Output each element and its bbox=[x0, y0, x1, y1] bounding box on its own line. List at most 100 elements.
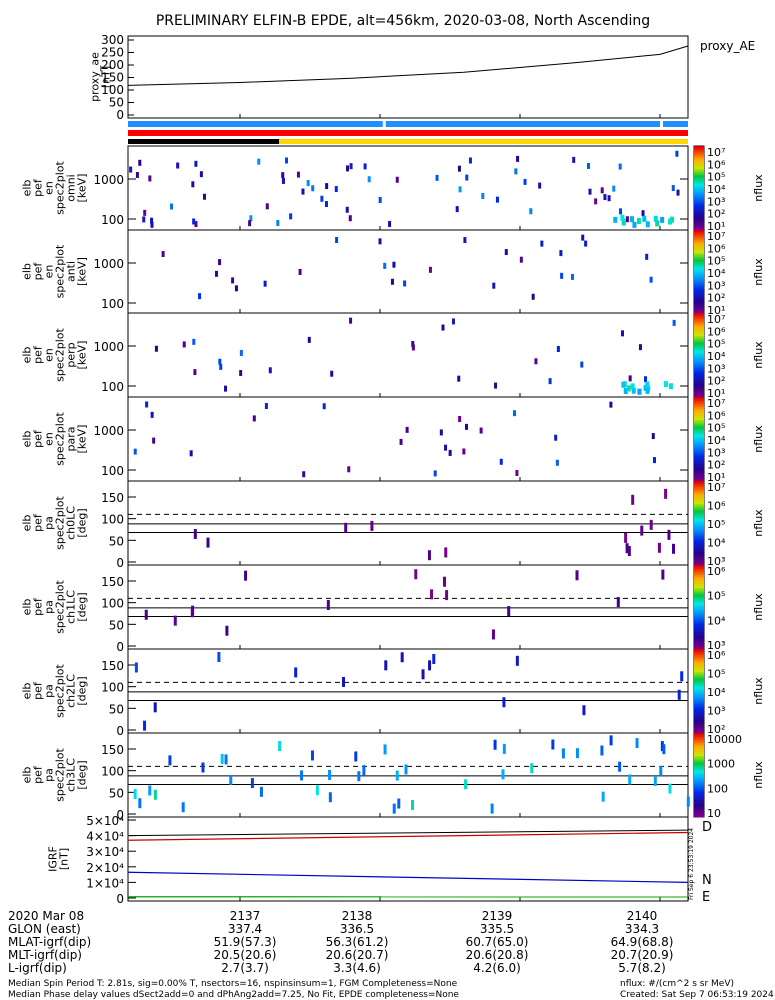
spectrogram-tick-label: 1000 bbox=[93, 173, 124, 187]
pitch-pixel bbox=[444, 547, 448, 558]
pitch-pixel bbox=[357, 771, 361, 782]
colorbar-segment bbox=[694, 472, 704, 476]
pitch-ylabel-line: pa bbox=[43, 768, 56, 782]
spectrogram-pixel bbox=[142, 216, 146, 223]
spectrogram-pixel bbox=[529, 208, 533, 215]
igrf-tick-label: 0 bbox=[116, 892, 124, 906]
spectrogram-pixel bbox=[548, 378, 552, 385]
pitch-pixel bbox=[686, 796, 690, 807]
colorbar-segment bbox=[694, 772, 704, 776]
axis-table-value: 60.7(65.0) bbox=[466, 935, 529, 949]
colorbar-segment bbox=[694, 672, 704, 675]
pitch-pixel bbox=[217, 652, 221, 663]
colorbar-segment bbox=[694, 709, 704, 713]
colorbar-segment bbox=[694, 707, 704, 711]
spectrogram-pixel bbox=[403, 280, 407, 287]
spectrogram-pixel bbox=[378, 238, 382, 245]
colorbar-segment bbox=[694, 516, 704, 520]
pitch-tick-label: 50 bbox=[109, 702, 124, 716]
pitch-pixel bbox=[370, 520, 374, 531]
pitch-pixel bbox=[224, 754, 228, 765]
colorbar-segment bbox=[694, 462, 704, 465]
axis-table-value: 51.9(57.3) bbox=[214, 935, 277, 949]
spectrogram-ylabel-line: pef bbox=[32, 429, 45, 448]
pitch-pixel bbox=[421, 669, 425, 680]
colorbar-segment bbox=[694, 596, 704, 600]
axis-table-label: 2020 Mar 08 bbox=[8, 909, 84, 923]
colorbar-segment bbox=[694, 323, 704, 327]
colorbar-segment bbox=[694, 493, 704, 497]
pitch-pixel bbox=[344, 522, 348, 533]
spectrogram-ylabel-line: spec2plot bbox=[54, 161, 67, 215]
colorbar-segment bbox=[694, 313, 704, 316]
colorbar-segment bbox=[694, 215, 704, 218]
colorbar-segment bbox=[694, 430, 704, 434]
colorbar-segment bbox=[694, 483, 704, 486]
axis-table-label: L-igrf(dip) bbox=[8, 961, 67, 975]
proxy-ae-tick-label: 200 bbox=[101, 58, 124, 72]
spectrogram-pixel bbox=[248, 220, 252, 227]
colorbar-tick-label: 10² bbox=[707, 292, 725, 305]
igrf-tick-label: 2×10⁴ bbox=[86, 861, 124, 875]
colorbar-segment bbox=[694, 363, 704, 366]
colorbar-tick-label: 10 bbox=[707, 807, 721, 820]
colorbar-segment bbox=[694, 598, 704, 602]
colorbar-segment bbox=[694, 621, 704, 625]
colorbar-segment bbox=[694, 682, 704, 686]
proxy-ae-legend: proxy_AE bbox=[700, 39, 755, 53]
spectrogram-pixel bbox=[306, 180, 310, 187]
colorbar-segment bbox=[694, 743, 704, 747]
spectrogram-pixel bbox=[663, 381, 668, 388]
spectrogram-pixel bbox=[458, 415, 462, 422]
pitch-ylabel-line: [deg] bbox=[76, 592, 89, 621]
pitch-pixel bbox=[445, 590, 449, 601]
spectrogram-tick-label: 1000 bbox=[93, 340, 124, 354]
colorbar-segment bbox=[694, 646, 704, 650]
colorbar-segment bbox=[694, 357, 704, 360]
spectrogram-tick-label: 100 bbox=[101, 380, 124, 394]
proxy-ae-ylabel-line: proxy_ae bbox=[89, 52, 102, 102]
spectrogram-ylabel-line: pef bbox=[32, 178, 45, 197]
colorbar-segment bbox=[694, 571, 704, 574]
axis-table-value: 2137 bbox=[230, 909, 261, 923]
spectrogram-pixel bbox=[645, 253, 649, 260]
colorbar-segment bbox=[694, 491, 704, 495]
colorbar-segment bbox=[694, 474, 704, 478]
spectrogram-pixel bbox=[301, 188, 305, 195]
colorbar-segment bbox=[694, 267, 704, 271]
pitch-pixel bbox=[173, 615, 177, 626]
colorbar-segment bbox=[694, 583, 704, 587]
spectrogram-pixel bbox=[289, 213, 293, 220]
colorbar-segment bbox=[694, 798, 704, 801]
spectrogram-pixel bbox=[150, 411, 154, 418]
colorbar-segment bbox=[694, 177, 704, 181]
colorbar-segment bbox=[694, 481, 704, 484]
colorbar-segment bbox=[694, 234, 704, 237]
colorbar-segment bbox=[694, 701, 704, 705]
colorbar-segment bbox=[694, 514, 704, 518]
colorbar-segment bbox=[694, 305, 704, 309]
spectrogram-pixel bbox=[335, 237, 339, 244]
igrf-series-line bbox=[127, 831, 689, 841]
colorbar-segment bbox=[694, 510, 704, 513]
spectrogram-pixel bbox=[405, 426, 409, 433]
spectrogram-pixel bbox=[609, 401, 613, 408]
colorbar-segment bbox=[694, 407, 704, 411]
pitch-tick-label: 150 bbox=[101, 575, 124, 589]
pitch-pixel bbox=[575, 570, 579, 581]
axis-table-value: 4.2(6.0) bbox=[473, 961, 521, 975]
colorbar-segment bbox=[694, 680, 704, 684]
spectrogram-pixel bbox=[441, 324, 445, 331]
spectrogram-pixel bbox=[572, 156, 576, 163]
colorbar-segment bbox=[694, 409, 704, 413]
pitch-pixel bbox=[628, 774, 632, 785]
pitch-pixel bbox=[153, 789, 157, 800]
colorbar-segment bbox=[694, 653, 704, 656]
spectrogram-pixel bbox=[479, 427, 483, 434]
pitch-frame bbox=[127, 732, 689, 818]
colorbar-segment bbox=[694, 468, 704, 471]
colorbar-segment bbox=[694, 550, 704, 553]
colorbar-segment bbox=[694, 728, 704, 732]
spectrogram-pixel bbox=[516, 155, 520, 162]
colorbar-segment bbox=[694, 661, 704, 665]
